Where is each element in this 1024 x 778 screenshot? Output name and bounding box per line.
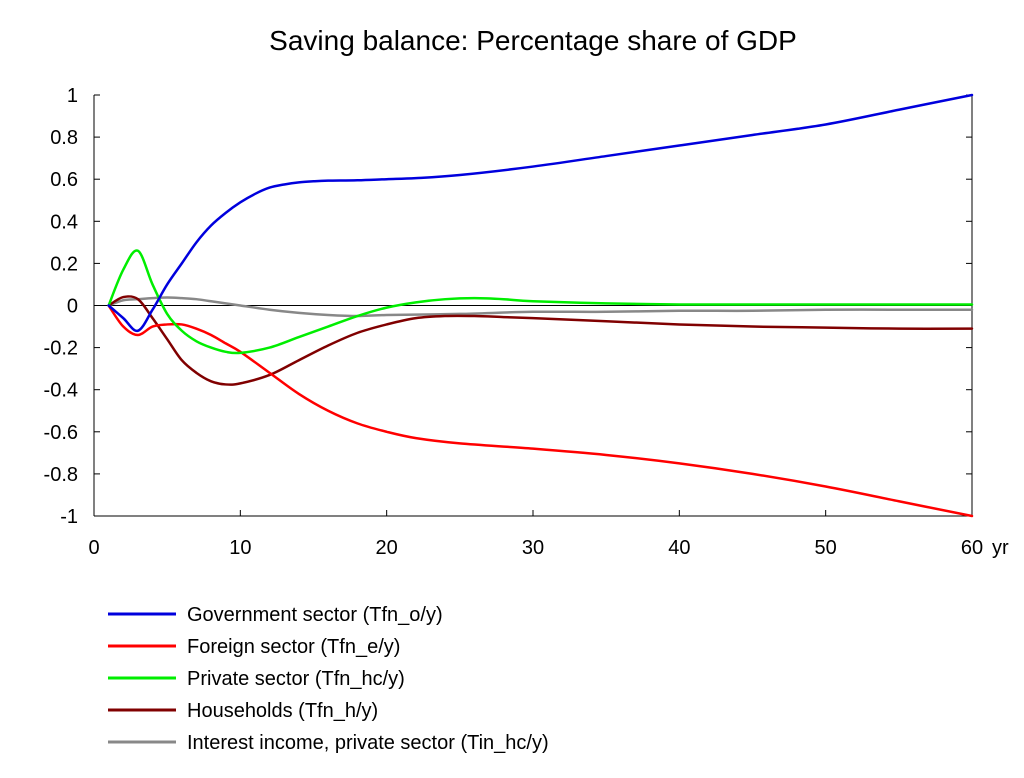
y-tick-label: 0.8 [50, 127, 78, 149]
x-tick-label: 60 [961, 537, 983, 559]
legend-label: Interest income, private sector (Tin_hc/… [187, 732, 549, 754]
x-tick-label: 40 [668, 537, 690, 559]
x-tick-label: 0 [88, 537, 99, 559]
legend-label: Foreign sector (Tfn_e/y) [187, 636, 400, 658]
x-tick-label: 50 [815, 537, 837, 559]
y-tick-label: -0.8 [44, 464, 78, 486]
series-line-1 [107, 93, 974, 333]
y-tick-label: 0.4 [50, 211, 78, 233]
y-tick-label: -0.4 [44, 380, 78, 402]
x-tick-label: 20 [376, 537, 398, 559]
y-tick-label: 0 [67, 296, 78, 318]
series-line-4 [107, 295, 974, 386]
series-line-2 [107, 304, 974, 518]
legend-label: Households (Tfn_h/y) [187, 700, 378, 722]
legend-label: Government sector (Tfn_o/y) [187, 604, 443, 626]
y-tick-label: 1 [67, 85, 78, 107]
y-tick-label: -0.6 [44, 422, 78, 444]
y-tick-label: 0.2 [50, 253, 78, 275]
series-line-5 [107, 296, 974, 318]
y-tick-label: -1 [60, 506, 78, 528]
chart-title: Saving balance: Percentage share of GDP [269, 25, 797, 56]
x-tick-label: 10 [229, 537, 251, 559]
y-tick-label: -0.2 [44, 338, 78, 360]
legend: Government sector (Tfn_o/y) Foreign secto… [108, 604, 549, 754]
legend-label: Private sector (Tfn_hc/y) [187, 668, 405, 690]
plot-area: 1 0.8 0.6 0.4 0.2 0 -0.2 -0.4 -0.6 -0.8 -1 0 10 20 30 4… [44, 85, 1009, 559]
x-unit-label: yr [992, 537, 1009, 559]
series-line-3 [107, 249, 974, 355]
y-tick-label: 0.6 [50, 169, 78, 191]
x-tick-label: 30 [522, 537, 544, 559]
